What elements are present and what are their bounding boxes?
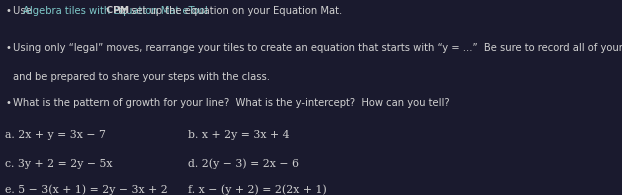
- Text: Using only “legal” moves, rearrange your tiles to create an equation that starts: Using only “legal” moves, rearrange your…: [13, 43, 622, 53]
- Text: a. 2x + y = 3x − 7: a. 2x + y = 3x − 7: [5, 130, 106, 140]
- Text: •: •: [5, 6, 11, 16]
- Text: •: •: [5, 43, 11, 53]
- Text: Algebra tiles with Equation Mat eTool: Algebra tiles with Equation Mat eTool: [22, 6, 207, 16]
- Text: What is the pattern of growth for your line?  What is the y-intercept?  How can : What is the pattern of growth for your l…: [13, 98, 450, 108]
- Text: b. x + 2y = 3x + 4: b. x + 2y = 3x + 4: [188, 130, 289, 140]
- Text: f. x − (y + 2) = 2(2x + 1): f. x − (y + 2) = 2(2x + 1): [188, 184, 327, 195]
- Text: e. 5 − 3(x + 1) = 2y − 3x + 2: e. 5 − 3(x + 1) = 2y − 3x + 2: [5, 184, 168, 195]
- Text: and be prepared to share your steps with the class.: and be prepared to share your steps with…: [13, 72, 271, 82]
- Text: d. 2(y − 3) = 2x − 6: d. 2(y − 3) = 2x − 6: [188, 159, 299, 169]
- Text: •: •: [5, 98, 11, 108]
- Text: c. 3y + 2 = 2y − 5x: c. 3y + 2 = 2y − 5x: [5, 159, 113, 169]
- Text: Use: Use: [13, 6, 35, 16]
- Text: to set up the equation on your Equation Mat.: to set up the equation on your Equation …: [116, 6, 343, 16]
- Text: CPM: CPM: [103, 6, 129, 15]
